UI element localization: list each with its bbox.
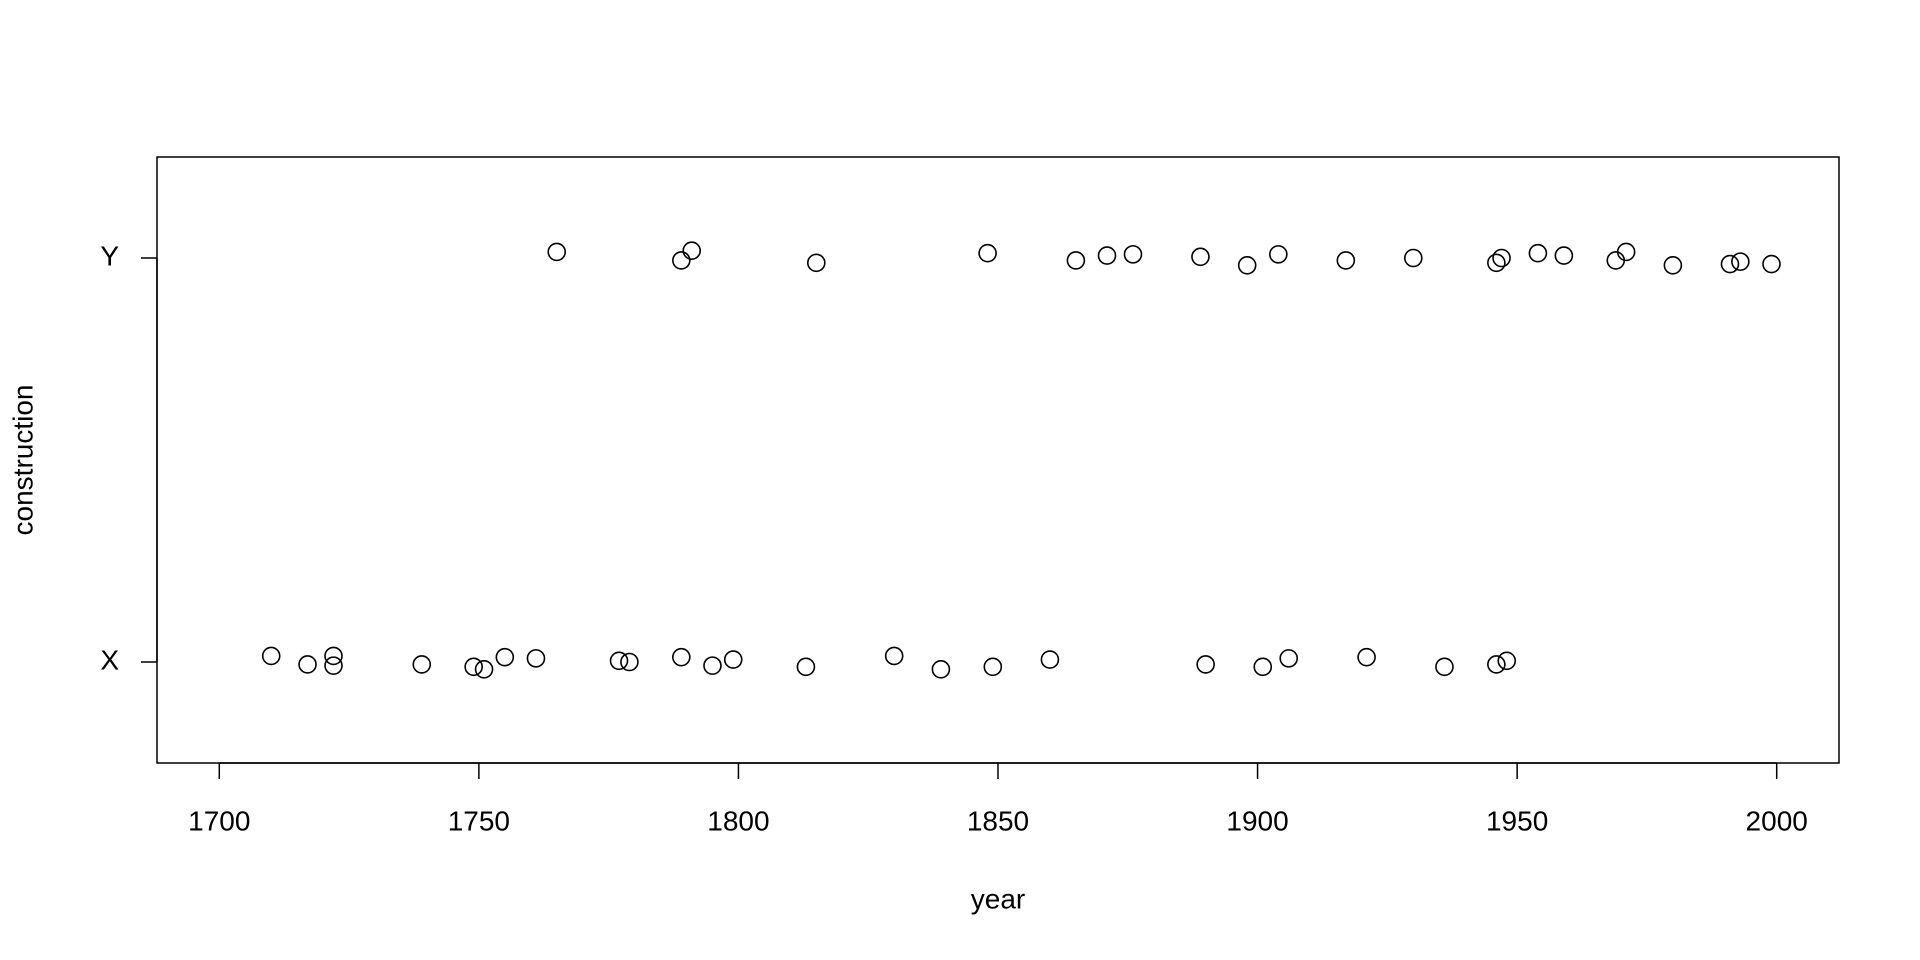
point (1123, 245, 1143, 264)
point (1253, 657, 1273, 677)
point (1663, 255, 1683, 275)
x-tick-label: 1950 (1486, 805, 1548, 836)
point (1040, 650, 1060, 669)
point (723, 650, 743, 669)
plot-box (156, 156, 1840, 764)
point (464, 657, 483, 677)
point (1279, 649, 1299, 668)
x-tick-label: 1850 (967, 805, 1029, 836)
point (609, 651, 629, 671)
point (298, 655, 317, 674)
point (412, 655, 432, 674)
point (261, 646, 281, 666)
point (807, 253, 826, 273)
point (682, 241, 702, 261)
point (703, 656, 722, 675)
point (1731, 252, 1750, 271)
x-tick-label: 1750 (448, 805, 510, 836)
point (620, 652, 639, 672)
point (1066, 251, 1086, 270)
point (672, 647, 691, 667)
x-tick-label: 1700 (188, 805, 250, 836)
x-tick-label: 2000 (1746, 805, 1808, 836)
point (978, 243, 997, 263)
x-tick-label: 1800 (707, 805, 769, 836)
point (672, 251, 691, 270)
y-tick-label: Y (100, 240, 119, 271)
point (1487, 655, 1506, 674)
point (1720, 254, 1740, 274)
point (526, 649, 546, 668)
point (1616, 242, 1636, 262)
point (1554, 246, 1574, 265)
point (931, 659, 951, 679)
point (1606, 251, 1626, 270)
point (983, 657, 1003, 677)
point (495, 647, 515, 667)
point (1191, 247, 1210, 267)
point (1357, 647, 1376, 667)
point (324, 656, 343, 675)
x-axis-label: year (971, 883, 1025, 914)
point (1528, 243, 1548, 263)
point (796, 657, 816, 677)
point (324, 646, 343, 666)
y-axis-label: construction (7, 385, 38, 536)
point (1097, 246, 1117, 265)
point (1492, 248, 1511, 268)
x-tick-label: 1900 (1226, 805, 1288, 836)
point (474, 659, 494, 679)
point (1336, 251, 1356, 270)
point (1435, 657, 1454, 677)
point (1237, 255, 1257, 275)
point (884, 646, 904, 666)
point (547, 242, 567, 262)
y-tick-label: X (100, 644, 119, 675)
point (1269, 245, 1288, 264)
point (1487, 253, 1506, 273)
point (1196, 655, 1215, 674)
point (1762, 254, 1781, 274)
point (1404, 248, 1423, 268)
point (1497, 651, 1517, 671)
